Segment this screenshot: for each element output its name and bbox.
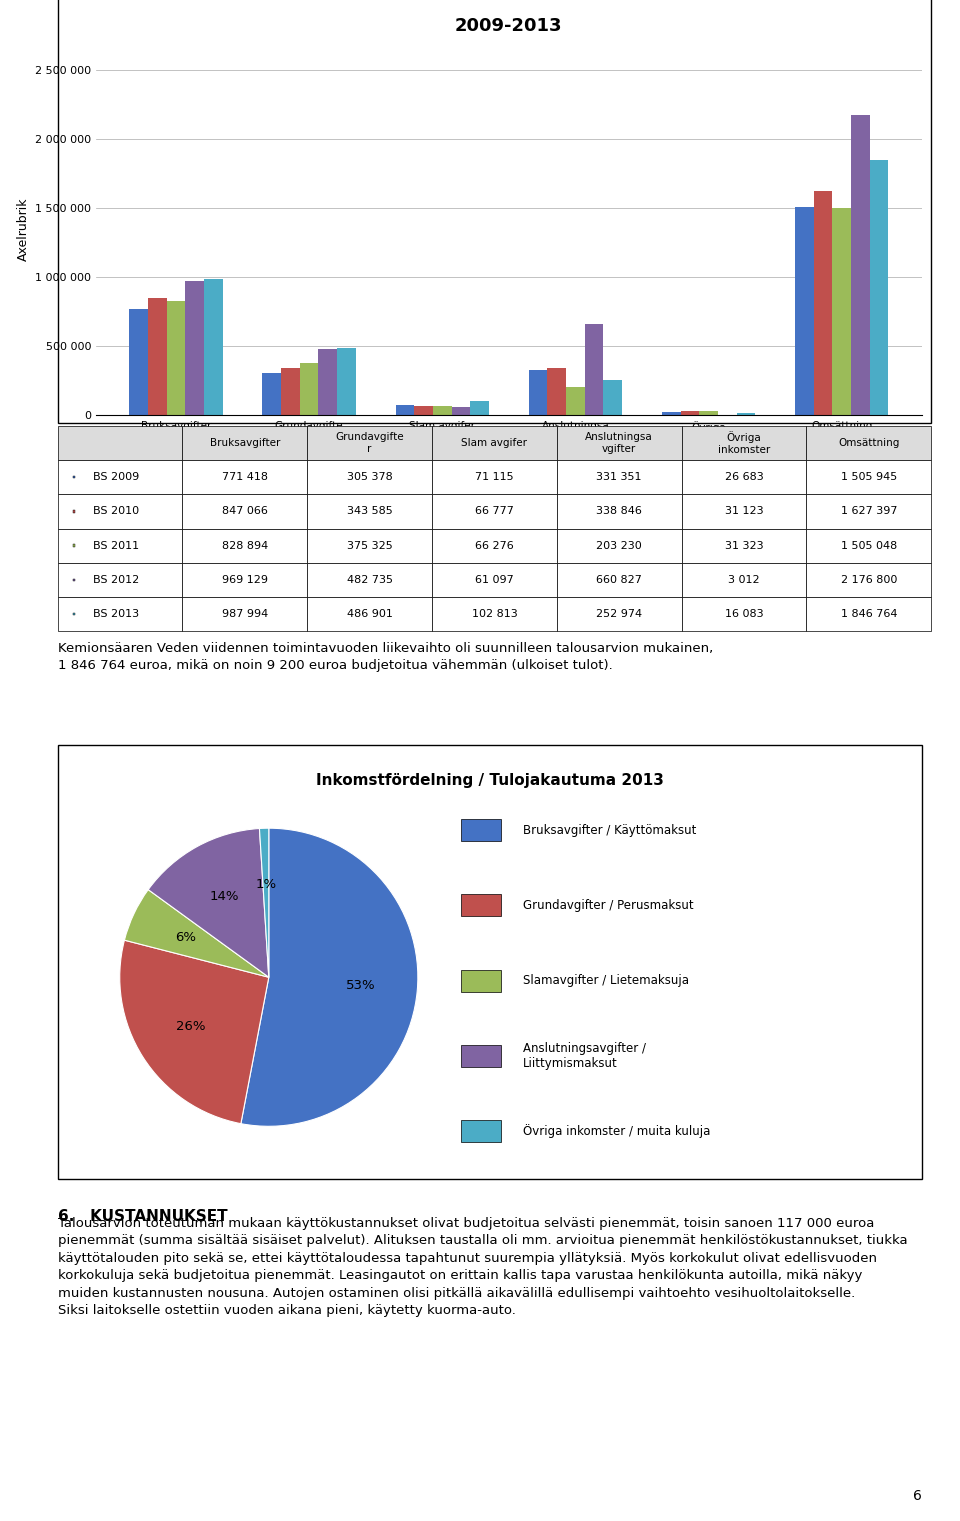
Bar bbox=[185, 281, 204, 415]
Bar bbox=[699, 411, 718, 415]
Text: 6: 6 bbox=[913, 1489, 922, 1503]
Bar bbox=[300, 364, 319, 415]
Bar bbox=[319, 348, 337, 415]
Text: Grundavgifter / Perusmaksut: Grundavgifter / Perusmaksut bbox=[522, 899, 693, 913]
Text: Inkomstfördelning / Tulojakautuma 2013: Inkomstfördelning / Tulojakautuma 2013 bbox=[316, 773, 663, 788]
Bar bbox=[461, 1119, 500, 1142]
Bar bbox=[470, 402, 489, 415]
Bar bbox=[832, 207, 851, 415]
Wedge shape bbox=[148, 829, 269, 978]
Bar bbox=[461, 969, 500, 992]
Text: Övriga inkomster / muita kuluja: Övriga inkomster / muita kuluja bbox=[522, 1124, 710, 1138]
Wedge shape bbox=[241, 827, 418, 1126]
Bar bbox=[461, 818, 500, 841]
Text: 53%: 53% bbox=[346, 980, 375, 992]
Bar bbox=[451, 406, 470, 415]
Bar bbox=[433, 406, 451, 415]
Bar bbox=[461, 1045, 500, 1068]
Bar bbox=[262, 373, 281, 415]
Bar bbox=[130, 309, 148, 415]
Bar bbox=[736, 414, 756, 415]
Bar bbox=[415, 406, 433, 415]
Bar bbox=[73, 510, 75, 513]
Bar bbox=[814, 190, 832, 415]
Bar bbox=[148, 298, 167, 415]
Wedge shape bbox=[259, 827, 269, 978]
Bar bbox=[795, 207, 814, 415]
Text: 26%: 26% bbox=[176, 1021, 205, 1033]
Text: 6%: 6% bbox=[175, 931, 196, 945]
Bar bbox=[204, 278, 223, 415]
Text: BS 2011: BS 2011 bbox=[92, 540, 138, 551]
Text: 2009-2013: 2009-2013 bbox=[455, 17, 563, 35]
Bar bbox=[585, 324, 603, 415]
Bar bbox=[681, 411, 699, 415]
Text: BS 2013: BS 2013 bbox=[92, 608, 138, 619]
Bar bbox=[529, 370, 547, 415]
Bar bbox=[73, 545, 75, 548]
Bar bbox=[73, 613, 75, 616]
Bar bbox=[337, 348, 355, 415]
Text: Anslutningsavgifter /
Liittymismaksut: Anslutningsavgifter / Liittymismaksut bbox=[522, 1042, 646, 1069]
Bar bbox=[566, 388, 585, 415]
Text: Kemionsäaren Veden viidennen toimintavuoden liikevaihto oli suunnilleen talousar: Kemionsäaren Veden viidennen toimintavuo… bbox=[58, 642, 713, 672]
Text: BS 2010: BS 2010 bbox=[92, 506, 138, 517]
Bar bbox=[73, 578, 75, 581]
Text: BS 2012: BS 2012 bbox=[92, 575, 139, 586]
Wedge shape bbox=[125, 890, 269, 978]
Text: BS 2009: BS 2009 bbox=[92, 472, 139, 482]
Bar bbox=[73, 476, 75, 479]
Text: 6.   KUSTANNUKSET: 6. KUSTANNUKSET bbox=[58, 1209, 228, 1224]
Bar bbox=[547, 368, 566, 415]
Wedge shape bbox=[120, 940, 269, 1124]
Text: Talousarvion toteutuman mukaan käyttökustannukset olivat budjetoitua selvästi pi: Talousarvion toteutuman mukaan käyttökus… bbox=[58, 1217, 907, 1317]
Bar bbox=[461, 894, 500, 917]
Bar bbox=[603, 380, 622, 415]
Text: Slamavgifter / Lietemaksuja: Slamavgifter / Lietemaksuja bbox=[522, 973, 688, 987]
Text: 1%: 1% bbox=[255, 878, 276, 891]
Bar bbox=[870, 160, 888, 415]
Y-axis label: Axelrubrik: Axelrubrik bbox=[16, 198, 30, 260]
Bar bbox=[167, 301, 185, 415]
Bar bbox=[851, 114, 870, 415]
Bar bbox=[662, 412, 681, 415]
Text: 14%: 14% bbox=[209, 890, 239, 903]
Bar bbox=[281, 368, 300, 415]
Bar bbox=[396, 406, 415, 415]
Text: Bruksavgifter / Käyttömaksut: Bruksavgifter / Käyttömaksut bbox=[522, 823, 696, 837]
